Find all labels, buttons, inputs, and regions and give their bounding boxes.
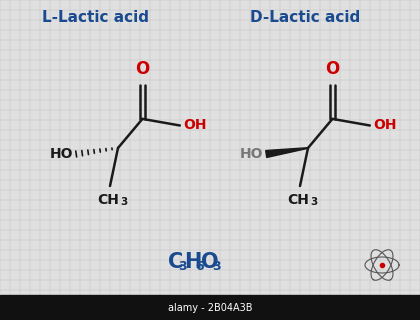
Text: L-Lactic acid: L-Lactic acid (42, 11, 149, 26)
Text: O: O (135, 60, 150, 78)
Text: 3: 3 (178, 260, 186, 274)
Text: HO: HO (240, 147, 263, 161)
Text: H: H (184, 252, 201, 272)
Polygon shape (266, 148, 308, 157)
Text: alamy - 2B04A3B: alamy - 2B04A3B (168, 303, 252, 313)
Text: HO: HO (50, 147, 73, 161)
Text: 6: 6 (195, 260, 204, 274)
Text: OH: OH (183, 118, 206, 132)
Text: 3: 3 (310, 197, 317, 207)
Bar (0, 295, 420, 320)
Text: D-Lactic acid: D-Lactic acid (250, 11, 360, 26)
Text: 3: 3 (120, 197, 127, 207)
Text: OH: OH (373, 118, 396, 132)
Text: 3: 3 (212, 260, 220, 274)
Text: O: O (201, 252, 219, 272)
Text: C: C (168, 252, 183, 272)
Text: CH: CH (97, 193, 119, 207)
Text: CH: CH (287, 193, 309, 207)
Text: O: O (326, 60, 339, 78)
